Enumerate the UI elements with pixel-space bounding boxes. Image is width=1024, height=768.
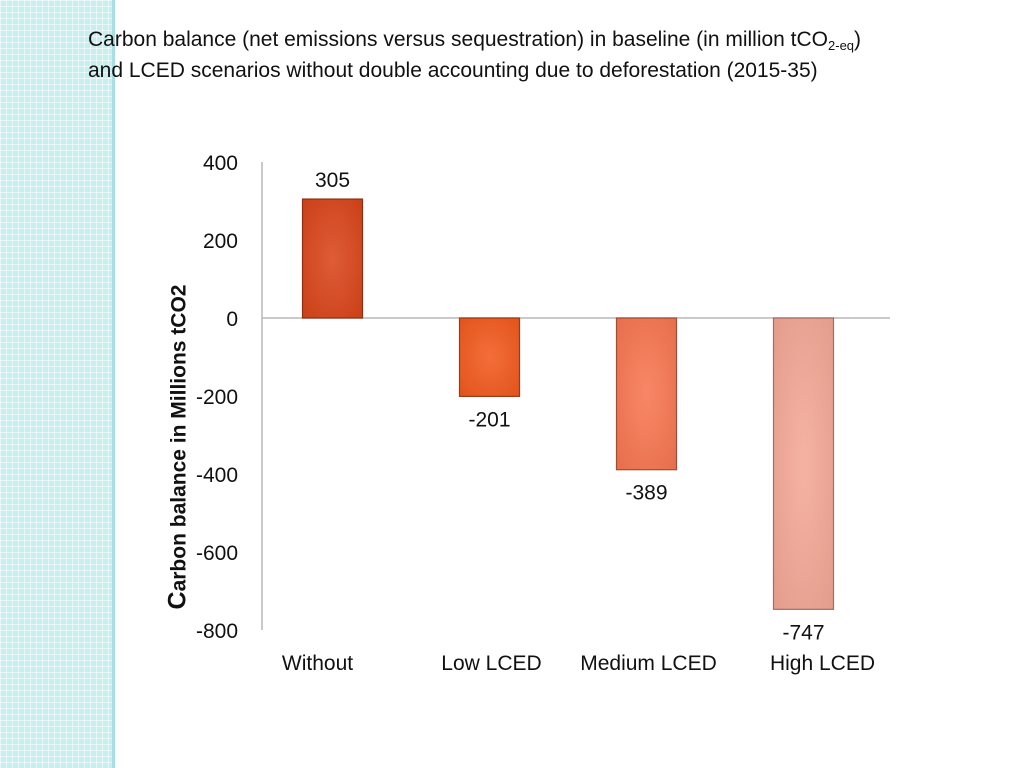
- title-line2-text: and LCED scenarios without double accoun…: [88, 59, 818, 82]
- category-label: High LCED: [770, 652, 875, 675]
- labels: 400 200 0 -200 -400 -600 -800 305 Without -201 Low…: [196, 152, 875, 675]
- category-label: Low LCED: [441, 652, 541, 675]
- bar-without: [301, 198, 364, 319]
- title-subscript: 2-eq: [828, 38, 855, 53]
- bar-low-lced: [458, 317, 521, 397]
- y-tick-label: -400: [196, 464, 238, 487]
- title-line1-text: Carbon balance (net emissions versus seq…: [88, 28, 829, 51]
- y-tick-label: 0: [226, 308, 238, 331]
- bars: [301, 198, 835, 610]
- data-label: -389: [625, 482, 667, 505]
- bar-medium-lced: [615, 317, 678, 471]
- bar-high-lced: [772, 317, 835, 610]
- decorative-side-strip: [0, 0, 115, 768]
- y-tick-label: -600: [196, 542, 238, 565]
- data-label: -747: [782, 621, 824, 644]
- title-line1-close: ): [854, 28, 862, 51]
- y-tick-label: -200: [196, 386, 238, 409]
- category-label: Medium LCED: [580, 652, 717, 675]
- data-label: 305: [315, 169, 350, 192]
- y-tick-label: -800: [196, 620, 238, 643]
- category-label: Without: [282, 652, 353, 675]
- y-tick-label: 200: [203, 230, 238, 253]
- data-label: -201: [468, 408, 510, 431]
- y-tick-label: 400: [203, 152, 238, 175]
- chart-title: Carbon balance (net emissions versus seq…: [88, 24, 988, 86]
